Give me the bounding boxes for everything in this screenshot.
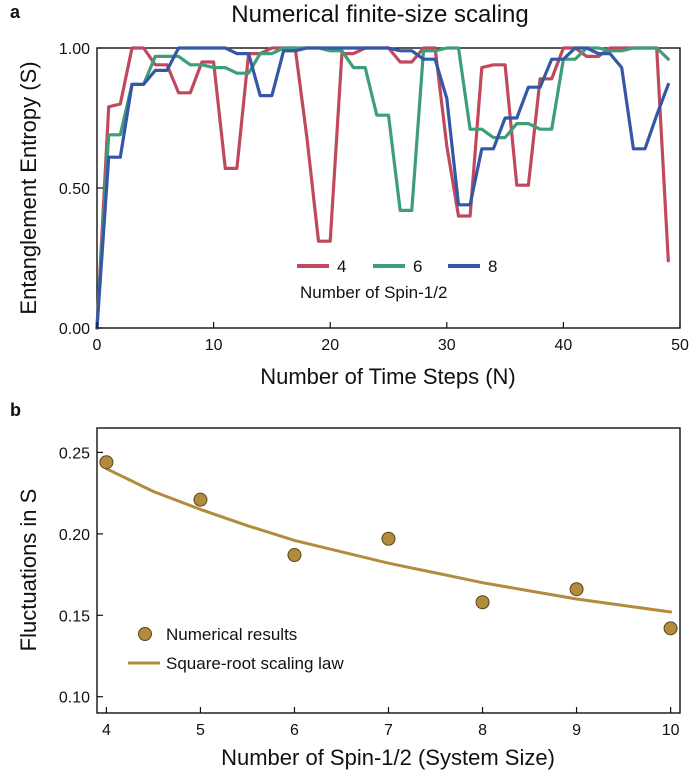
x-tick-label: 50 bbox=[671, 337, 689, 354]
y-tick-label: 0.25 bbox=[59, 445, 90, 462]
x-tick-label: 10 bbox=[662, 722, 680, 739]
x-tick-label: 9 bbox=[572, 722, 581, 739]
panel-b-chart: b 4 5 6 7 8 9 10 0.10 0.15 0.20 0.25 Number of Sp… bbox=[10, 400, 681, 770]
x-tick-label: 5 bbox=[196, 722, 205, 739]
series-line-8 bbox=[95, 46, 670, 330]
x-tick-label: 4 bbox=[102, 722, 111, 739]
legend-label-numerical: Numerical results bbox=[166, 625, 297, 644]
plot-b-y-ticks: 0.10 0.15 0.20 0.25 bbox=[59, 445, 103, 707]
x-tick-label: 10 bbox=[205, 337, 223, 354]
data-point bbox=[569, 582, 584, 597]
y-tick-label: 0.10 bbox=[59, 690, 90, 707]
chart-b-xlabel: Number of Spin-1/2 (System Size) bbox=[221, 745, 555, 770]
legend-label-8: 8 bbox=[488, 257, 497, 276]
series-line-6 bbox=[95, 46, 670, 330]
plot-a-y-ticks: 0.00 0.50 1.00 bbox=[59, 41, 103, 338]
y-tick-label: 0.00 bbox=[59, 321, 90, 338]
chart-a-xlabel: Number of Time Steps (N) bbox=[260, 364, 516, 389]
plot-a-series-lines bbox=[95, 46, 670, 330]
panel-a-label: a bbox=[10, 2, 21, 22]
chart-a-ylabel: Entanglement Entropy (S) bbox=[16, 61, 41, 314]
y-tick-label: 1.00 bbox=[59, 41, 90, 58]
x-tick-label: 20 bbox=[321, 337, 339, 354]
plot-a-legend: 4 6 8 Number of Spin-1/2 bbox=[297, 257, 497, 302]
y-tick-label: 0.50 bbox=[59, 181, 90, 198]
plot-b-points bbox=[99, 455, 678, 636]
plot-b-legend: Numerical results Square-root scaling la… bbox=[128, 625, 344, 673]
data-point bbox=[99, 455, 114, 470]
legend-title: Number of Spin-1/2 bbox=[300, 283, 447, 302]
legend-label-fit: Square-root scaling law bbox=[166, 654, 344, 673]
panel-a-chart: a Numerical finite-size scaling 0 10 20 30 4… bbox=[10, 1, 689, 389]
legend-marker-numerical bbox=[138, 627, 152, 641]
x-tick-label: 6 bbox=[290, 722, 299, 739]
fit-line bbox=[104, 467, 673, 614]
legend-label-6: 6 bbox=[413, 257, 422, 276]
data-point bbox=[475, 595, 490, 610]
x-tick-label: 8 bbox=[478, 722, 487, 739]
data-point bbox=[287, 548, 302, 563]
x-tick-label: 30 bbox=[438, 337, 456, 354]
data-point bbox=[193, 492, 208, 507]
panel-b-label: b bbox=[10, 400, 21, 420]
x-tick-label: 0 bbox=[93, 337, 102, 354]
plot-b-x-ticks: 4 5 6 7 8 9 10 bbox=[102, 707, 680, 739]
plot-b-fit-line bbox=[104, 467, 673, 614]
y-tick-label: 0.15 bbox=[59, 608, 90, 625]
legend-label-4: 4 bbox=[337, 257, 346, 276]
data-point bbox=[663, 621, 678, 636]
data-point bbox=[381, 531, 396, 546]
chart-b-ylabel: Fluctuations in S bbox=[16, 489, 41, 652]
y-tick-label: 0.20 bbox=[59, 527, 90, 544]
x-tick-label: 7 bbox=[384, 722, 393, 739]
x-tick-label: 40 bbox=[555, 337, 573, 354]
chart-a-title: Numerical finite-size scaling bbox=[231, 1, 528, 28]
plot-a-x-ticks: 0 10 20 30 40 50 bbox=[93, 322, 689, 354]
